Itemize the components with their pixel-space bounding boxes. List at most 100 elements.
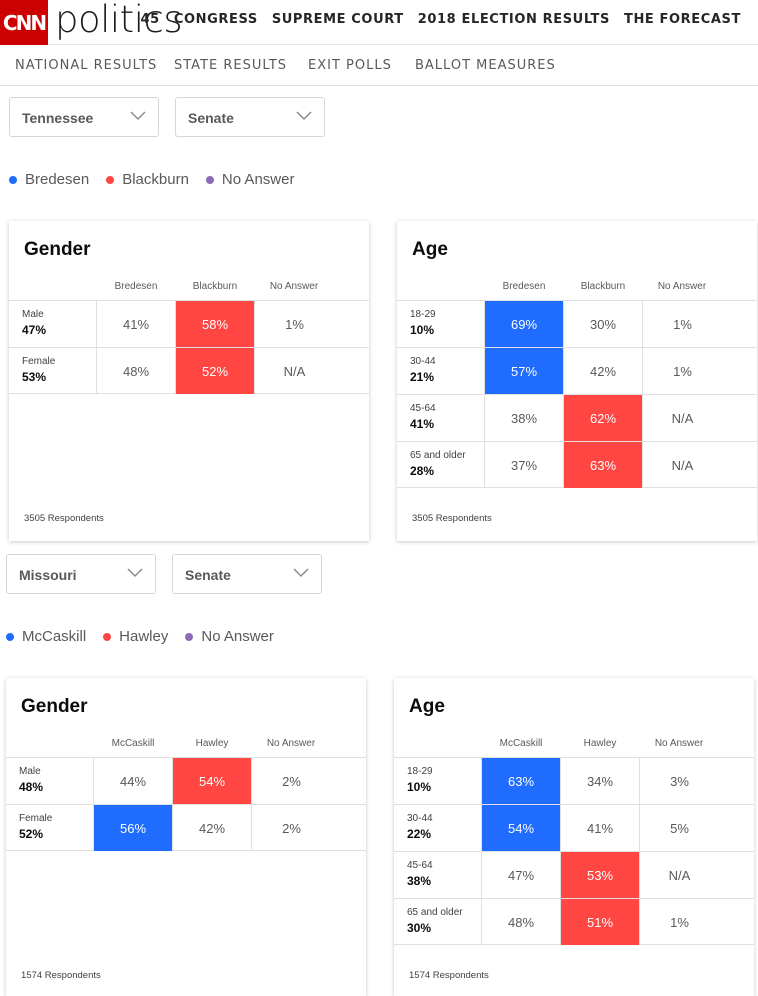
row-label: 45-64 38% <box>394 852 482 898</box>
top-nav: 45 CONGRESS SUPREME COURT 2018 ELECTION … <box>141 12 741 27</box>
nav-congress[interactable]: CONGRESS <box>173 12 258 27</box>
column-header: Bredesen <box>502 281 546 292</box>
row-label: 65 and older 28% <box>397 442 485 488</box>
chevron-down-icon <box>130 108 146 121</box>
chevron-down-icon <box>127 565 143 578</box>
column-header: No Answer <box>654 738 704 749</box>
group-label: 30-44 <box>410 356 436 367</box>
result-cell: N/A <box>283 363 306 379</box>
legend-item: McCaskill <box>6 628 86 645</box>
group-label: Female <box>19 813 53 824</box>
state-dropdown[interactable]: Missouri <box>6 554 156 594</box>
race-dropdown[interactable]: Senate <box>172 554 322 594</box>
table-row: 65 and older 28% 37% 63% N/A <box>397 441 757 488</box>
cnn-logo[interactable]: CNN <box>0 0 48 45</box>
group-share: 52% <box>19 827 44 841</box>
subnav-state-results[interactable]: STATE RESULTS <box>174 58 288 73</box>
gender-card: Gender Bredesen Blackburn No Answer Male 47% 4… <box>9 221 369 541</box>
table-row: 18-29 10% 63% 34% 3% <box>394 757 754 804</box>
legend-dot <box>106 175 115 184</box>
legend-item: Hawley <box>103 628 168 645</box>
group-share: 41% <box>410 417 435 431</box>
subnav-national-results[interactable]: NATIONAL RESULTS <box>15 58 158 73</box>
legend-dot <box>185 632 194 641</box>
column-header: Blackburn <box>192 281 238 292</box>
result-cell: 47% <box>482 852 561 898</box>
group-share: 10% <box>407 780 432 794</box>
subnav-ballot-measures[interactable]: BALLOT MEASURES <box>415 58 556 73</box>
group-share: 30% <box>407 921 432 935</box>
state-dropdown[interactable]: Tennessee <box>9 97 159 137</box>
state-dropdown-value: Tennessee <box>22 110 94 126</box>
row-label: 65 and older 30% <box>394 899 482 945</box>
table-row: Male 47% 41% 58% 1% <box>9 300 369 347</box>
result-cell: N/A <box>671 410 694 426</box>
result-cell: 42% <box>564 348 643 394</box>
column-header: McCaskill <box>499 738 543 749</box>
column-header: Hawley <box>583 738 617 749</box>
age-card: Age Bredesen Blackburn No Answer 18-29 10% 69%… <box>397 221 757 541</box>
result-cell: 52% <box>176 348 255 394</box>
result-cell: 1% <box>285 316 304 332</box>
nav-45[interactable]: 45 <box>140 12 160 27</box>
nav-the-forecast[interactable]: THE FORECAST <box>623 12 741 27</box>
result-cell: 1% <box>673 316 692 332</box>
group-share: 38% <box>407 874 432 888</box>
race-dropdown[interactable]: Senate <box>175 97 325 137</box>
candidate-legend: McCaskill Hawley No Answer <box>6 628 291 645</box>
legend-dot <box>103 632 112 641</box>
column-header: No Answer <box>657 281 707 292</box>
result-cell: 5% <box>670 820 689 836</box>
respondents-count: 3505 Respondents <box>24 513 104 524</box>
race-dropdown-value: Senate <box>185 567 231 583</box>
result-cell: 63% <box>564 442 643 488</box>
legend-item: Bredesen <box>9 171 89 188</box>
result-cell: 69% <box>485 301 564 347</box>
race-dropdown-value: Senate <box>188 110 234 126</box>
group-share: 47% <box>22 323 47 337</box>
table-row: Female 52% 56% 42% 2% <box>6 804 366 851</box>
legend-dot <box>6 632 14 641</box>
row-label: 45-64 41% <box>397 395 485 441</box>
legend-label: Bredesen <box>25 171 90 188</box>
chevron-down-icon <box>296 108 312 121</box>
section-title[interactable]: politics <box>55 0 183 41</box>
column-header: Hawley <box>195 738 229 749</box>
legend-label: McCaskill <box>22 628 87 645</box>
subnav-exit-polls[interactable]: EXIT POLLS <box>308 58 392 73</box>
legend-dot <box>205 175 214 184</box>
group-share: 53% <box>22 370 47 384</box>
result-cell: 54% <box>173 758 252 804</box>
sub-nav: NATIONAL RESULTS STATE RESULTS EXIT POLL… <box>0 46 758 86</box>
result-cell: 2% <box>282 773 301 789</box>
age-card: Age McCaskill Hawley No Answer 18-29 10% 63% 34… <box>394 678 754 996</box>
nav-supreme-court[interactable]: SUPREME COURT <box>271 12 404 27</box>
legend-label: Hawley <box>119 628 169 645</box>
result-cell: 62% <box>564 395 643 441</box>
result-cell: 63% <box>482 758 561 804</box>
group-label: Female <box>22 356 56 367</box>
legend-label: Blackburn <box>122 171 189 188</box>
result-cell: 44% <box>94 758 173 804</box>
row-label: 30-44 22% <box>394 805 482 851</box>
row-label: Female 52% <box>6 805 94 851</box>
group-label: 30-44 <box>407 813 433 824</box>
row-label: 18-29 10% <box>397 301 485 347</box>
nav-election-results[interactable]: 2018 ELECTION RESULTS <box>417 12 610 27</box>
result-cell: 38% <box>485 395 564 441</box>
card-title: Age <box>412 239 448 260</box>
table-row: Male 48% 44% 54% 2% <box>6 757 366 804</box>
result-cell: 1% <box>670 914 689 930</box>
result-cell: 41% <box>561 805 640 851</box>
legend-dot <box>9 175 17 184</box>
group-label: 45-64 <box>407 860 433 871</box>
site-header: CNN politics 45 CONGRESS SUPREME COURT 2… <box>0 0 758 45</box>
group-label: 45-64 <box>410 403 436 414</box>
row-label: Male 47% <box>9 301 97 347</box>
group-label: 65 and older <box>410 450 466 461</box>
result-cell: 42% <box>173 805 252 851</box>
group-label: 18-29 <box>407 766 433 777</box>
legend-item: No Answer <box>185 628 274 645</box>
legend-label: No Answer <box>221 171 295 188</box>
group-label: 65 and older <box>407 907 463 918</box>
